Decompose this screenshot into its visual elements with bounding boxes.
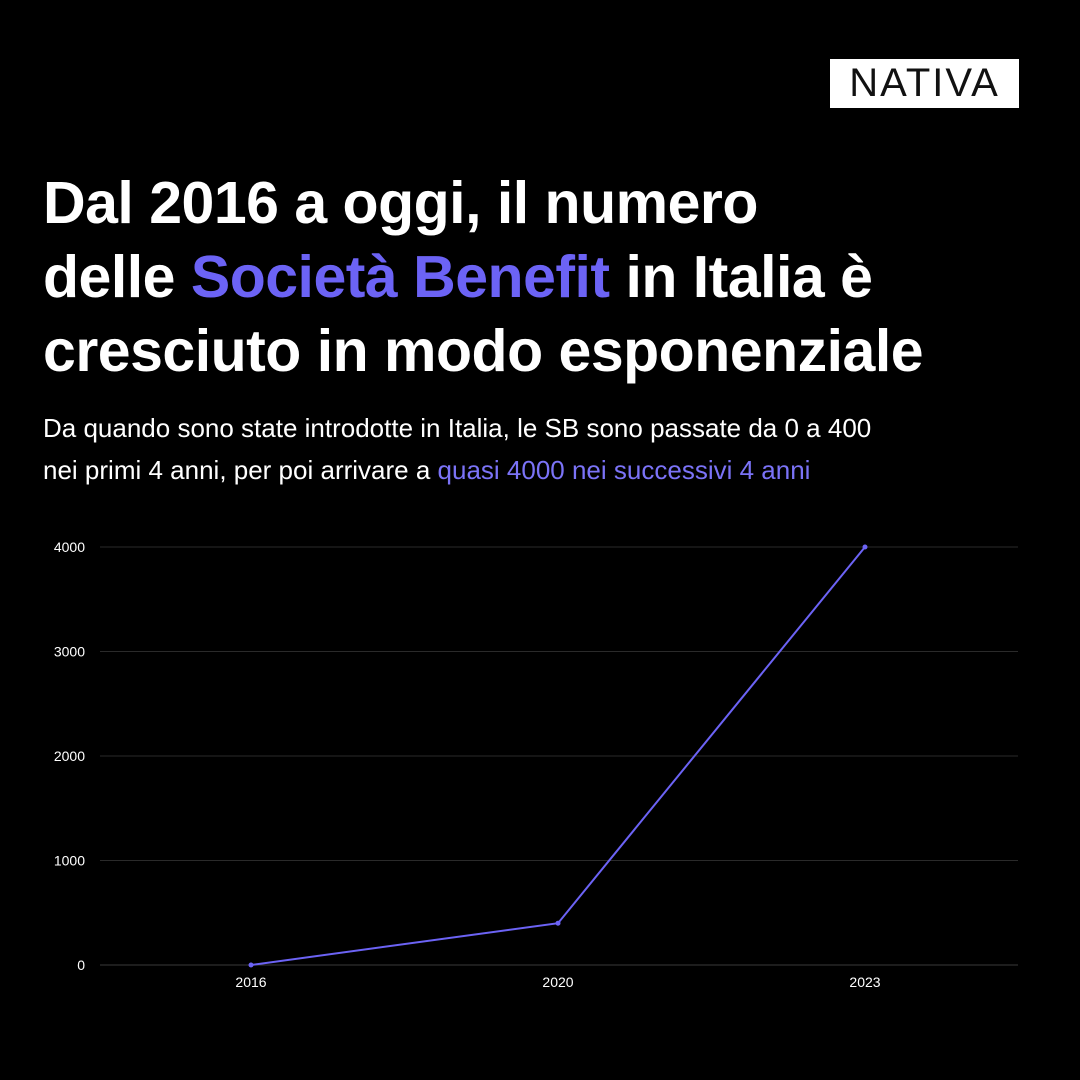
headline-part3: in Italia è: [609, 244, 873, 310]
data-point-2023: [862, 544, 868, 550]
subtitle-line2-accent: quasi 4000 nei successivi 4 anni: [437, 455, 811, 485]
x-axis-ticks: 2016 2020 2023: [235, 974, 880, 990]
grid-layer: [100, 546, 1018, 966]
nativa-logo: NATIVA: [830, 59, 1019, 108]
subtitle-line1: Da quando sono state introdotte in Itali…: [43, 413, 872, 443]
y-tick-label: 2000: [54, 748, 85, 764]
headline: Dal 2016 a oggi, il numero delle Società …: [43, 166, 1043, 388]
headline-part1: Dal 2016 a oggi, il numero: [43, 170, 758, 236]
y-tick-label: 0: [77, 957, 85, 973]
headline-part4: cresciuto in modo esponenziale: [43, 318, 924, 384]
headline-accent: Società Benefit: [190, 244, 610, 310]
subtitle: Da quando sono state introdotte in Itali…: [43, 407, 1063, 491]
y-tick-label: 3000: [54, 644, 85, 660]
data-point-2016: [248, 962, 254, 968]
subtitle-line2-plain: nei primi 4 anni, per poi arrivare a: [43, 455, 438, 485]
line-chart: 0 1000 2000 3000 4000 2016 2020 2023: [54, 539, 1018, 990]
series-layer: [248, 544, 868, 968]
y-axis-ticks: 0 1000 2000 3000 4000: [54, 539, 85, 973]
x-tick-label: 2016: [235, 974, 266, 990]
headline-part2: delle: [43, 244, 191, 310]
x-tick-label: 2023: [849, 974, 880, 990]
y-tick-label: 1000: [54, 853, 85, 869]
data-point-2020: [555, 920, 561, 926]
x-tick-label: 2020: [542, 974, 573, 990]
y-tick-label: 4000: [54, 539, 85, 555]
